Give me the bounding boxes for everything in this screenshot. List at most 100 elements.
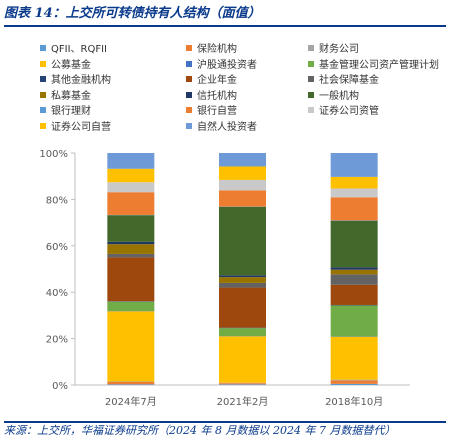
legend-swatch [186, 76, 192, 82]
bar-segment [107, 311, 155, 382]
legend-item: 财务公司 [308, 44, 359, 56]
legend-swatch [40, 91, 46, 98]
x-tick-label: 2021年2月 [217, 395, 269, 408]
bar-segment [219, 336, 266, 383]
y-tick-label: 20% [46, 335, 68, 346]
bar-segment [219, 179, 266, 191]
bar-segment [219, 328, 266, 337]
bar-segment [330, 380, 378, 384]
bar-segment [107, 384, 155, 385]
legend-swatch [40, 60, 46, 67]
legend-item: QFII、RQFII [40, 44, 107, 56]
y-tick-label: 100% [39, 149, 68, 160]
legend-item: 企业年金 [186, 75, 237, 87]
legend-label: 银行理财 [51, 106, 91, 117]
legend-swatch [186, 60, 192, 67]
bar-segment [330, 336, 378, 380]
legend-swatch [308, 60, 314, 67]
legend-swatch [186, 91, 192, 98]
bar-segment [107, 182, 155, 193]
x-tick-label: 2024年7月 [105, 395, 157, 408]
legend-swatch [40, 45, 46, 51]
legend-swatch [40, 107, 46, 113]
bar-segment [219, 190, 266, 207]
bar-segment [330, 379, 378, 381]
x-tick-label: 2018年10月 [325, 395, 383, 408]
bar-segment [219, 287, 266, 328]
y-tick-label: 80% [46, 195, 68, 206]
bar-segment [330, 269, 378, 275]
legend-item: 其他金融机构 [40, 75, 111, 87]
legend-label: 企业年金 [197, 75, 237, 86]
bar-segment [219, 153, 266, 167]
bar-segment [107, 153, 155, 169]
bar-segment [107, 253, 155, 258]
legend-label: 保险机构 [197, 44, 237, 55]
legend-swatch [186, 122, 192, 129]
legend-swatch [40, 76, 46, 82]
bar-segment [219, 275, 266, 278]
legend-label: 社会保障基金 [319, 75, 379, 86]
legend-label: 银行自营 [197, 106, 237, 117]
legend-label: 沪股通投资者 [197, 59, 257, 71]
bar-segment [330, 383, 378, 385]
legend-swatch [186, 45, 192, 51]
legend-item: 私募基金 [40, 91, 91, 103]
chart-title: 图表 14：上交所可转债持有人结构（面值） [4, 3, 446, 27]
legend-item: 自然人投资者 [186, 122, 257, 134]
bar-segment [219, 383, 266, 385]
legend-label: 私募基金 [51, 90, 91, 102]
y-tick-label: 40% [46, 288, 68, 299]
bar-segment [219, 206, 266, 276]
legend-swatch [186, 107, 192, 113]
legend-item: 保险机构 [186, 44, 237, 56]
bar-segment [107, 257, 155, 302]
legend-label: 信托机构 [197, 90, 237, 102]
legend-label: 自然人投资者 [197, 121, 257, 133]
legend-item: 证券公司自营 [40, 122, 111, 134]
legend-label: 其他金融机构 [51, 75, 111, 86]
legend-item: 公募基金 [40, 60, 91, 72]
legend-label: 基金管理公司资产管理计划 [319, 59, 439, 71]
y-tick-label: 60% [46, 242, 68, 253]
bar-segment [107, 301, 155, 311]
legend-item: 银行自营 [186, 106, 237, 118]
bar-segment [330, 305, 378, 337]
legend-label: 财务公司 [319, 44, 359, 55]
legend-swatch [308, 45, 314, 51]
legend-label: 公募基金 [51, 59, 91, 71]
legend-swatch [308, 76, 314, 82]
legend-label: 一般机构 [319, 90, 359, 102]
bar-segment [107, 241, 155, 245]
legend-item: 沪股通投资者 [186, 60, 257, 72]
bar-segment [330, 220, 378, 268]
bar-segment [107, 192, 155, 215]
bar-segment [107, 215, 155, 242]
legend-item: 社会保障基金 [308, 75, 379, 87]
bar-segment [107, 168, 155, 183]
legend-swatch [308, 91, 314, 98]
legend-swatch [40, 122, 46, 129]
legend-item: 信托机构 [186, 91, 237, 103]
legend-item: 一般机构 [308, 91, 359, 103]
legend-item: 证券公司资管 [308, 106, 379, 118]
bar-segment [330, 274, 378, 285]
bar-segment [330, 197, 378, 221]
bar-segment [330, 267, 378, 270]
bar-segment [330, 188, 378, 198]
legend-swatch [308, 107, 314, 113]
legend-label: 证券公司自营 [51, 121, 111, 133]
bar-segment [330, 284, 378, 305]
legend-label: QFII、RQFII [51, 44, 107, 55]
bar-segment [107, 244, 155, 254]
bar-segment [219, 282, 266, 288]
bar-segment [219, 166, 266, 180]
legend-item: 基金管理公司资产管理计划 [308, 60, 439, 72]
bar-segment [219, 384, 266, 385]
bar-segment [219, 277, 266, 283]
source-note: 来源：上交所，华福证券研究所（2024 年 8 月数据以 2024 年 7 月数… [4, 421, 446, 437]
legend-item: 银行理财 [40, 106, 91, 118]
bar-segment [330, 176, 378, 189]
bar-segment [107, 381, 155, 385]
legend-label: 证券公司资管 [319, 106, 379, 117]
